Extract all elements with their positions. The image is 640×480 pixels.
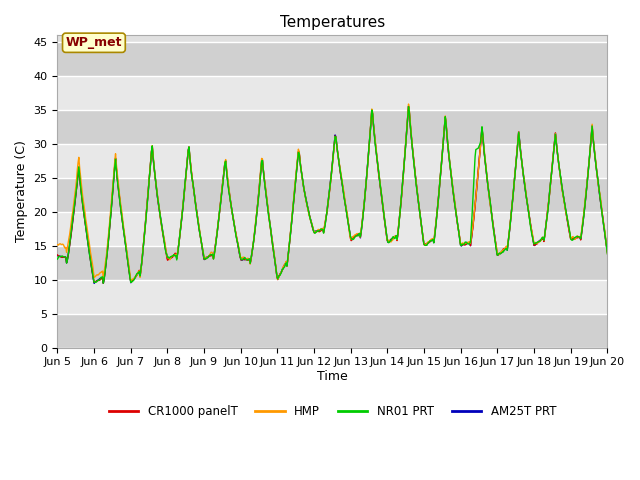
HMP bbox=[127, 279, 134, 285]
AM25T PRT bbox=[121, 236, 129, 242]
AM25T PRT bbox=[417, 217, 424, 223]
NR01 PRT bbox=[400, 164, 408, 170]
HMP bbox=[54, 242, 61, 248]
AM25T PRT bbox=[604, 250, 611, 255]
Y-axis label: Temperature (C): Temperature (C) bbox=[15, 141, 28, 242]
NR01 PRT bbox=[177, 226, 184, 232]
Line: CR1000 panelT: CR1000 panelT bbox=[58, 106, 607, 283]
NR01 PRT bbox=[54, 256, 61, 262]
CR1000 panelT bbox=[206, 253, 214, 259]
NR01 PRT bbox=[206, 252, 214, 258]
Line: AM25T PRT: AM25T PRT bbox=[58, 106, 607, 283]
AM25T PRT bbox=[177, 226, 184, 231]
CR1000 panelT bbox=[404, 103, 412, 109]
AM25T PRT bbox=[54, 253, 61, 259]
NR01 PRT bbox=[604, 251, 611, 257]
NR01 PRT bbox=[404, 104, 412, 109]
Line: HMP: HMP bbox=[58, 104, 607, 282]
HMP bbox=[417, 218, 424, 224]
Bar bbox=[58, 178, 607, 212]
AM25T PRT bbox=[400, 164, 408, 169]
HMP bbox=[177, 225, 184, 231]
CR1000 panelT bbox=[417, 217, 424, 223]
HMP bbox=[63, 245, 71, 251]
NR01 PRT bbox=[121, 236, 129, 241]
CR1000 panelT bbox=[604, 249, 611, 254]
CR1000 panelT bbox=[54, 252, 61, 258]
HMP bbox=[404, 101, 412, 107]
X-axis label: Time: Time bbox=[317, 370, 348, 383]
Legend: CR1000 panelT, HMP, NR01 PRT, AM25T PRT: CR1000 panelT, HMP, NR01 PRT, AM25T PRT bbox=[104, 400, 561, 423]
HMP bbox=[120, 227, 128, 233]
Bar bbox=[58, 110, 607, 144]
CR1000 panelT bbox=[63, 257, 71, 263]
Line: NR01 PRT: NR01 PRT bbox=[58, 107, 607, 283]
CR1000 panelT bbox=[99, 280, 107, 286]
NR01 PRT bbox=[417, 216, 424, 222]
CR1000 panelT bbox=[177, 226, 184, 232]
Bar bbox=[58, 313, 607, 348]
Bar bbox=[58, 42, 607, 76]
HMP bbox=[400, 163, 408, 169]
Bar bbox=[58, 246, 607, 280]
HMP bbox=[206, 252, 214, 258]
AM25T PRT bbox=[90, 280, 98, 286]
CR1000 panelT bbox=[121, 235, 129, 240]
HMP bbox=[604, 251, 611, 256]
AM25T PRT bbox=[206, 253, 214, 259]
Bar bbox=[58, 280, 607, 313]
Bar bbox=[58, 144, 607, 178]
Bar bbox=[58, 212, 607, 246]
Bar bbox=[58, 76, 607, 110]
Text: WP_met: WP_met bbox=[66, 36, 122, 49]
AM25T PRT bbox=[63, 257, 71, 263]
AM25T PRT bbox=[404, 103, 412, 109]
NR01 PRT bbox=[99, 280, 107, 286]
NR01 PRT bbox=[63, 257, 71, 263]
Title: Temperatures: Temperatures bbox=[280, 15, 385, 30]
CR1000 panelT bbox=[400, 164, 408, 169]
